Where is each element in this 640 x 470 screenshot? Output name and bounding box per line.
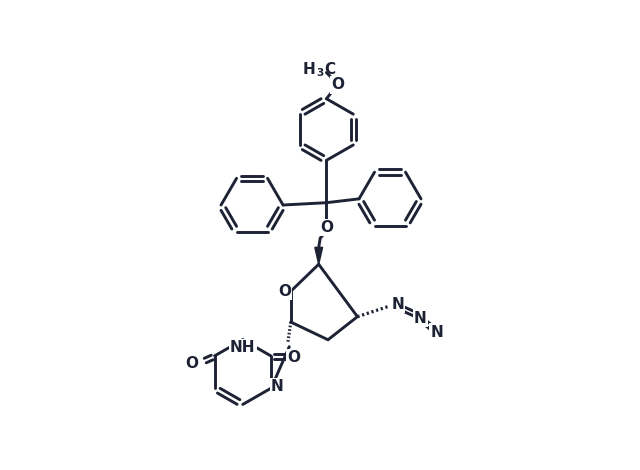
Text: N: N xyxy=(271,379,284,394)
Text: H: H xyxy=(303,62,316,77)
Text: 3: 3 xyxy=(316,68,323,78)
Text: C: C xyxy=(324,62,335,77)
Text: N: N xyxy=(430,325,443,339)
Text: NH: NH xyxy=(230,340,255,355)
Text: N: N xyxy=(414,311,427,326)
Text: O: O xyxy=(321,220,333,235)
Text: O: O xyxy=(332,78,344,93)
Text: O: O xyxy=(278,284,291,299)
Polygon shape xyxy=(315,247,323,264)
Text: N: N xyxy=(392,297,404,312)
Text: O: O xyxy=(287,350,300,365)
Text: O: O xyxy=(186,356,198,371)
